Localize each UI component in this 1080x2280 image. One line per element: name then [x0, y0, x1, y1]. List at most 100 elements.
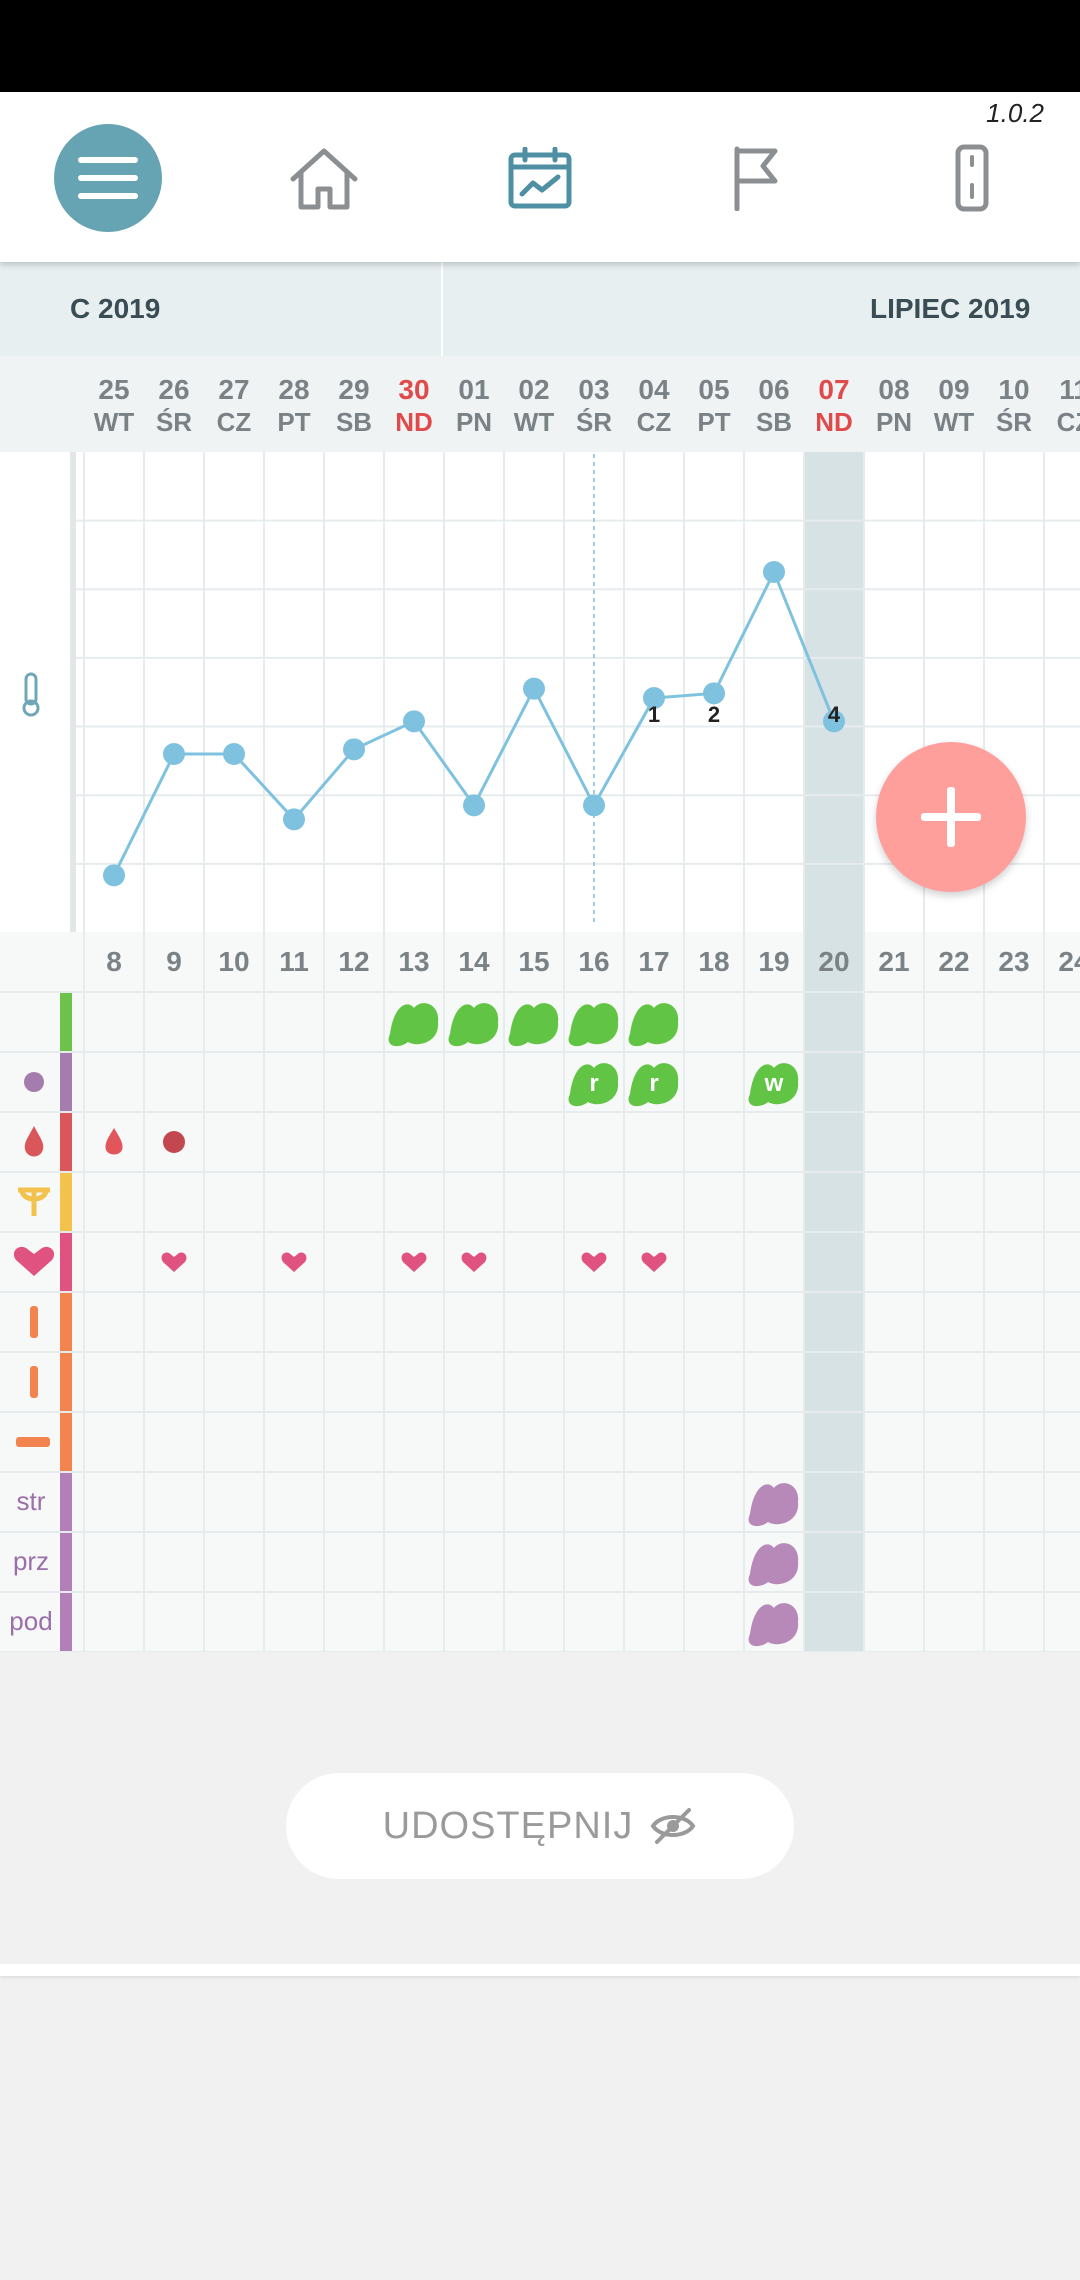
- eye-off-icon: [650, 1808, 696, 1844]
- mucus-marker-label: r: [649, 1070, 658, 1097]
- date-column-27[interactable]: 27 CZ: [204, 356, 264, 452]
- date-column-04[interactable]: 04 CZ: [624, 356, 684, 452]
- cycle-day-number: 19: [758, 946, 790, 977]
- row-color-bar: [60, 1353, 72, 1411]
- test-row-icon: [30, 1306, 38, 1338]
- date-column-11[interactable]: 11CZ: [1044, 356, 1080, 452]
- date-column-02[interactable]: 02 WT: [504, 356, 564, 452]
- date-number: 07: [818, 374, 850, 405]
- top-navigation: 1.0.2: [0, 92, 1080, 262]
- temperature-point: [163, 743, 185, 765]
- symptom-marker-shape: [748, 1543, 799, 1587]
- axis-panel-shadow: [70, 452, 76, 932]
- intercourse-heart-marker: [641, 1252, 667, 1272]
- month-label-current: LIPIEC 2019: [870, 293, 1031, 324]
- cycle-day-number: 13: [398, 946, 430, 977]
- menu-button[interactable]: [54, 124, 162, 232]
- date-column-05[interactable]: 05 PT: [684, 356, 744, 452]
- cycle-day-number: 14: [458, 946, 490, 977]
- thermometer-bulb: [22, 699, 40, 717]
- date-number: 06: [758, 374, 790, 405]
- chart-calendar-icon: [508, 147, 572, 209]
- row-color-bar: [60, 1233, 72, 1291]
- date-column-26[interactable]: 26 ŚR: [144, 356, 204, 452]
- blood-dot-marker: [163, 1131, 185, 1153]
- row-color-bar: [60, 1593, 72, 1651]
- share-button[interactable]: UDOSTĘPNIJ: [286, 1773, 794, 1879]
- date-column-08[interactable]: 08 PN: [864, 356, 924, 452]
- symptom-row-label: pod: [9, 1606, 53, 1636]
- date-column-03[interactable]: 03 ŚR: [564, 356, 624, 452]
- date-number: 05: [698, 374, 730, 405]
- date-column-10[interactable]: 10 ŚR: [984, 356, 1044, 452]
- mucus-marker: [748, 1063, 799, 1107]
- cycle-day-number: 10: [218, 946, 250, 977]
- thermometer-icon: [24, 672, 38, 706]
- intercourse-heart-marker: [401, 1252, 427, 1272]
- date-number: 02: [518, 374, 550, 405]
- temperature-point: [703, 682, 725, 705]
- weekday-label: ŚR: [155, 407, 193, 437]
- month-label-previous: C 2019: [70, 293, 161, 324]
- weekday-label: SB: [335, 407, 373, 437]
- device-button[interactable]: [918, 124, 1026, 232]
- symptom-marker: [748, 1543, 799, 1587]
- row-color-bar: [60, 1053, 72, 1111]
- weekday-label: WT: [933, 407, 975, 437]
- temperature-point: [103, 864, 125, 887]
- bleeding-row-icon: [24, 1126, 44, 1157]
- test-row-icon: [30, 1366, 38, 1398]
- date-column-30[interactable]: 30 ND: [384, 356, 444, 452]
- month-header: C 2019 LIPIEC 2019: [0, 262, 1080, 356]
- flag-icon: [734, 146, 778, 211]
- row-color-bar: [60, 1293, 72, 1351]
- date-column-07[interactable]: 07 ND: [804, 356, 864, 452]
- thermometer-device-icon: [955, 144, 989, 212]
- mucus-marker-shape: [748, 1063, 799, 1107]
- date-header: 25 WT 26 ŚR 27 CZ 28 PT 29 SB 30 ND 01 PN 02 WT 03 ŚR 04 CZ…: [0, 356, 1080, 452]
- cycle-day-number: 12: [338, 946, 370, 977]
- cycle-day-number: 15: [518, 946, 550, 977]
- temperature-count-label: 2: [707, 702, 721, 727]
- add-entry-button[interactable]: [876, 742, 1026, 892]
- cycle-day-number: 17: [638, 946, 670, 977]
- intercourse-row-icon: [13, 1246, 55, 1276]
- temperature-count-label: 4: [827, 702, 841, 727]
- date-number: 28: [278, 374, 310, 405]
- cycle-day-number: 23: [998, 946, 1030, 977]
- cycle-day-number: 16: [578, 946, 610, 977]
- weekday-label: PN: [455, 407, 493, 437]
- row-color-bar: [60, 993, 72, 1051]
- flag-button[interactable]: [702, 124, 810, 232]
- home-button[interactable]: [270, 124, 378, 232]
- bleeding-marker-shape: [628, 1003, 679, 1047]
- mucus-marker: [568, 1063, 619, 1107]
- mucus-marker-label: r: [589, 1070, 598, 1097]
- symptom-marker-shape: [748, 1483, 799, 1527]
- symptom-marker: [748, 1483, 799, 1527]
- weekday-label: CZ: [636, 407, 672, 437]
- row-color-bar: [60, 1113, 72, 1171]
- weekday-label: CZ: [1056, 407, 1080, 437]
- intercourse-heart-marker: [581, 1252, 607, 1272]
- date-column-29[interactable]: 29 SB: [324, 356, 384, 452]
- symptom-marker-shape: [748, 1603, 799, 1647]
- date-number: 10: [998, 374, 1030, 405]
- chart-tab-button[interactable]: [486, 124, 594, 232]
- temperature-point: [223, 743, 245, 765]
- date-number: 29: [338, 374, 370, 405]
- date-column-09[interactable]: 09 WT: [924, 356, 984, 452]
- weekday-label: PT: [697, 407, 731, 437]
- row-color-bar: [60, 1413, 72, 1471]
- temperature-count-label: 1: [647, 702, 661, 727]
- bottom-divider: [0, 1964, 1080, 1976]
- date-column-06[interactable]: 06 SB: [744, 356, 804, 452]
- plus-icon: [921, 787, 981, 847]
- date-column-25[interactable]: 25 WT: [84, 356, 144, 452]
- date-column-28[interactable]: 28 PT: [264, 356, 324, 452]
- menu-icon: [78, 157, 138, 199]
- bleeding-marker-shape: [568, 1003, 619, 1047]
- date-column-01[interactable]: 01 PN: [444, 356, 504, 452]
- cycle-day-number: 8: [106, 946, 122, 977]
